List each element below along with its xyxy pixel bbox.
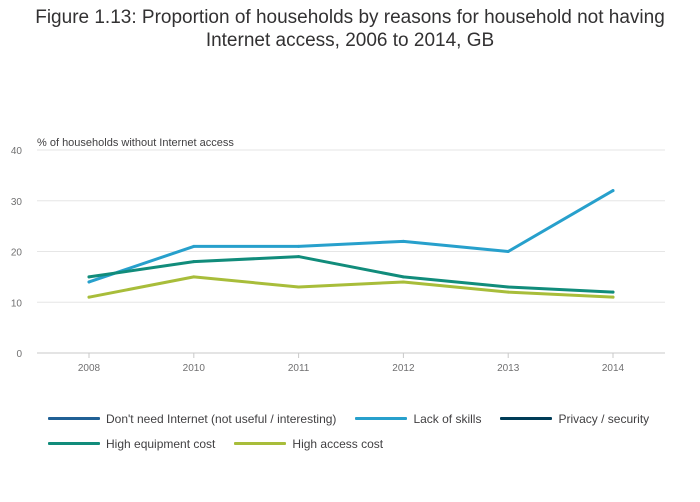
y-tick-label: 40 — [11, 146, 23, 157]
legend-label: High access cost — [292, 436, 384, 451]
data-point[interactable] — [192, 244, 196, 248]
y-tick-label: 20 — [11, 248, 23, 259]
data-point[interactable] — [87, 295, 91, 299]
series-line-1[interactable] — [87, 189, 615, 284]
data-point[interactable] — [401, 280, 405, 284]
legend-item-high-access-cost[interactable]: High access cost — [234, 437, 383, 451]
data-point[interactable] — [611, 189, 615, 193]
legend-swatch — [48, 417, 100, 420]
legend-label: High equipment cost — [106, 436, 216, 451]
chart-legend: Don't need Internet (not useful / intere… — [48, 406, 688, 456]
data-point[interactable] — [611, 295, 615, 299]
x-tick-label: 2012 — [392, 363, 415, 374]
data-point[interactable] — [401, 239, 405, 243]
x-tick-label: 2013 — [497, 363, 520, 374]
chart-title-line-2: Internet access, 2006 to 2014, GB — [205, 30, 495, 51]
legend-label: Lack of skills — [413, 411, 482, 426]
y-tick-label: 10 — [11, 298, 23, 309]
data-point[interactable] — [297, 244, 301, 248]
x-axis-ticks: 2008 2010 2011 2012 2013 2014 — [78, 353, 625, 374]
y-axis-label: % of households without Internet access — [37, 137, 234, 149]
legend-swatch — [234, 442, 287, 445]
data-point[interactable] — [192, 260, 196, 264]
data-point[interactable] — [506, 250, 510, 253]
legend-item-lack-of-skills[interactable]: Lack of skills — [355, 412, 481, 426]
legend-label: Privacy / security — [558, 411, 650, 426]
y-tick-label: 0 — [16, 349, 22, 360]
y-axis-ticks: 0 10 20 30 40 — [11, 146, 23, 360]
legend-swatch — [500, 417, 553, 420]
legend-item-privacy-security[interactable]: Privacy / security — [500, 412, 649, 426]
data-point[interactable] — [506, 290, 510, 294]
legend-row-1: Don't need Internet (not useful / intere… — [48, 406, 688, 431]
series-line-4[interactable] — [87, 275, 615, 299]
line-chart: 0 10 20 30 40 2008 2010 2011 2012 2013 2014 % of … — [11, 137, 665, 374]
data-point[interactable] — [401, 275, 405, 279]
legend-swatch — [355, 417, 408, 420]
chart-title: Figure 1.13: Proportion of households by… — [0, 6, 700, 52]
gridlines — [37, 149, 665, 303]
x-tick-label: 2011 — [288, 363, 310, 374]
series-line-3[interactable] — [87, 255, 615, 294]
data-point[interactable] — [611, 290, 615, 294]
data-point[interactable] — [297, 285, 301, 289]
chart-title-line-1: Figure 1.13: Proportion of households by… — [35, 7, 665, 28]
data-point[interactable] — [297, 255, 301, 259]
legend-label: Don't need Internet (not useful / intere… — [106, 411, 337, 426]
legend-item-dont-need-internet[interactable]: Don't need Internet (not useful / intere… — [48, 412, 336, 426]
legend-row-2: High equipment cost High access cost — [48, 431, 688, 456]
data-point[interactable] — [87, 280, 91, 284]
legend-item-high-equipment-cost[interactable]: High equipment cost — [48, 437, 215, 451]
data-point[interactable] — [506, 285, 510, 289]
x-tick-label: 2008 — [78, 363, 101, 374]
series-lines — [87, 189, 615, 299]
data-point[interactable] — [87, 275, 91, 279]
x-tick-label: 2014 — [602, 363, 625, 374]
x-tick-label: 2010 — [183, 363, 206, 374]
y-tick-label: 30 — [11, 197, 23, 208]
legend-swatch — [48, 442, 100, 445]
data-point[interactable] — [192, 275, 196, 279]
